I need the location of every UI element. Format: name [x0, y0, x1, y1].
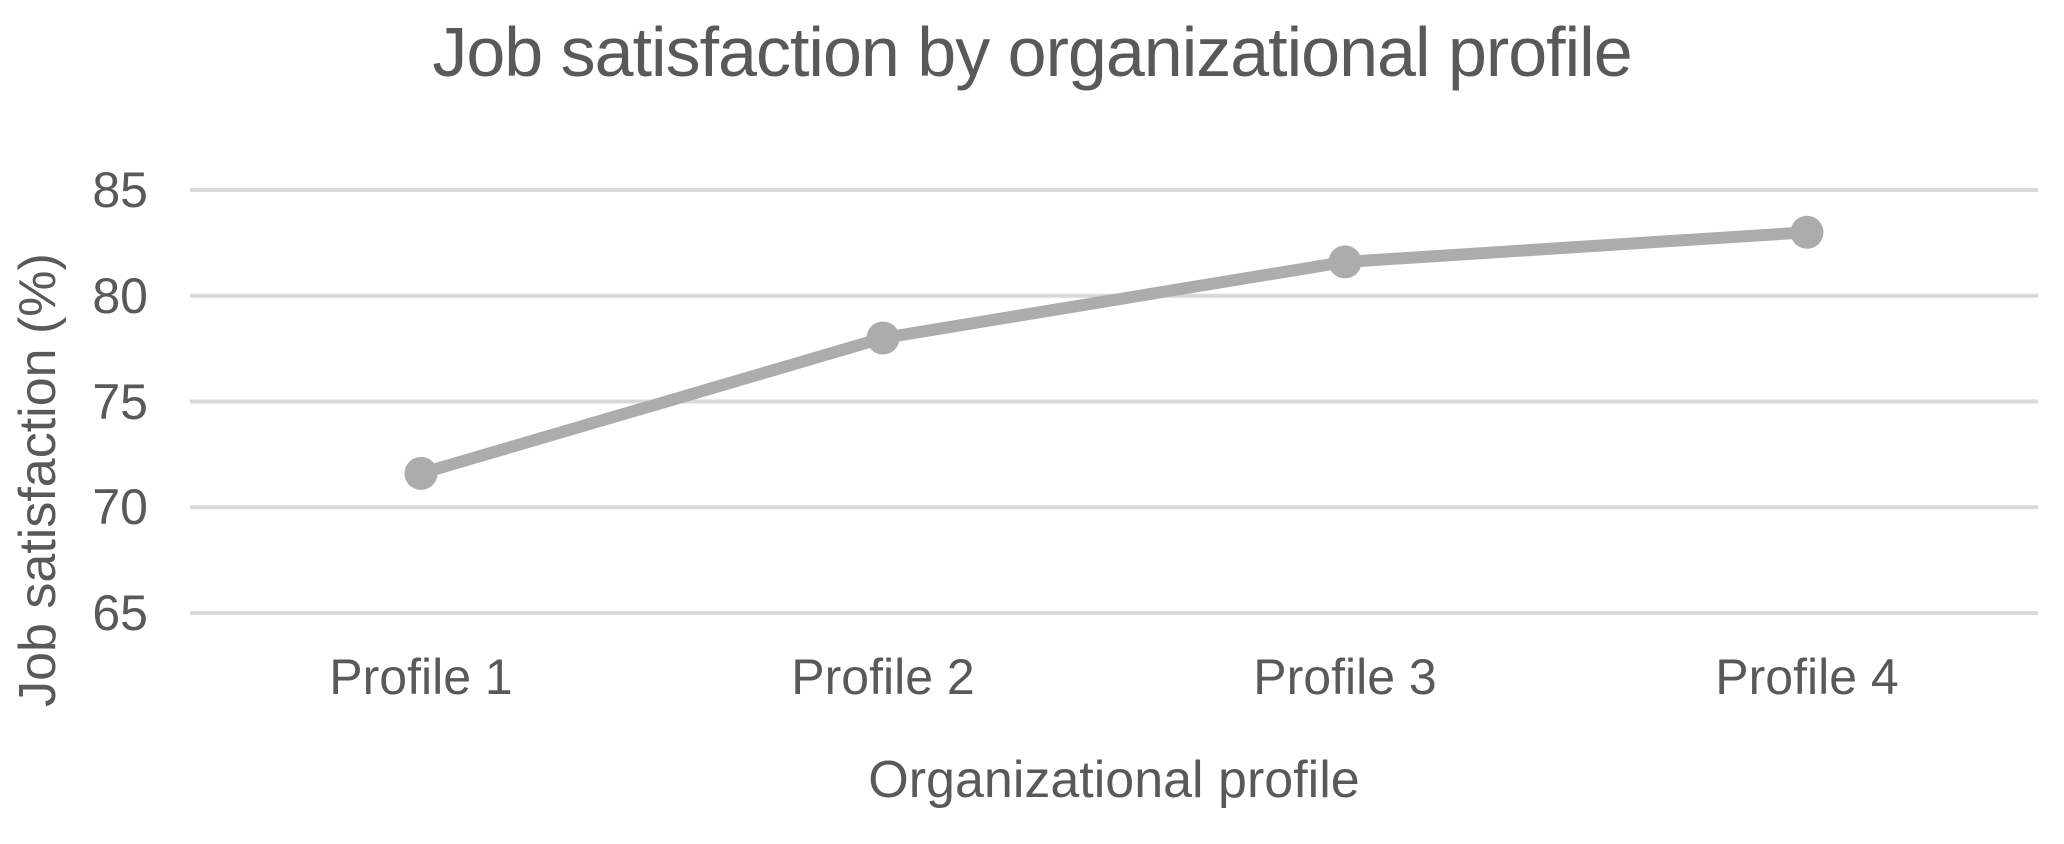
y-tick-label: 80: [92, 267, 148, 324]
data-point-marker: [1790, 215, 1824, 249]
y-tick-label: 65: [92, 585, 148, 641]
data-point-marker: [404, 456, 438, 490]
data-point-marker: [866, 321, 900, 355]
x-tick-label: Profile 1: [329, 649, 513, 705]
data-point-marker: [1328, 245, 1362, 279]
x-axis-title: Organizational profile: [868, 751, 1360, 809]
chart-title: Job satisfaction by organizational profi…: [432, 13, 1632, 91]
y-tick-label: 70: [92, 479, 148, 536]
y-tick-label: 75: [92, 373, 148, 430]
y-axis-title: Job satisfaction (%): [9, 253, 67, 707]
x-tick-label: Profile 2: [791, 649, 975, 705]
y-tick-label: 85: [92, 162, 148, 218]
x-tick-label: Profile 3: [1253, 649, 1437, 705]
series-line: [415, 226, 1813, 480]
x-tick-label: Profile 4: [1715, 649, 1899, 705]
